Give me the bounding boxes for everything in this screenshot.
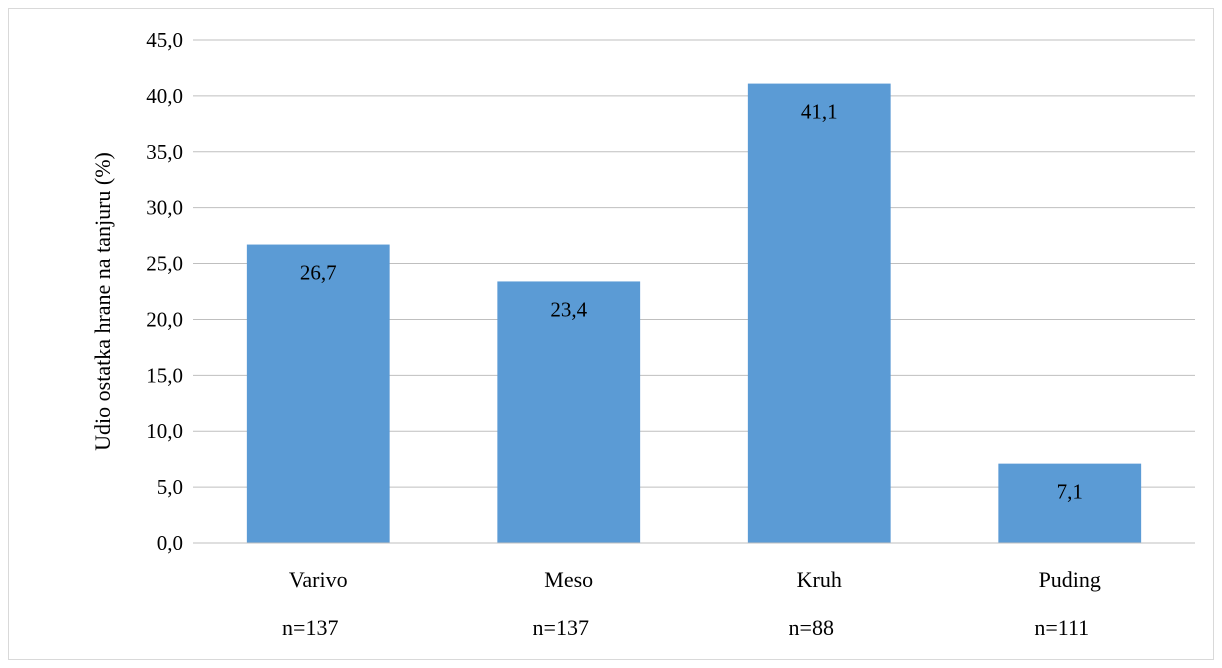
x-axis-categories: Varivo n=137 Meso n=137 Kruh n=88 Puding n=111 bbox=[282, 567, 1101, 640]
y-tick-label: 15,0 bbox=[146, 363, 183, 387]
y-tick-label: 45,0 bbox=[146, 28, 183, 52]
y-tick-label: 10,0 bbox=[146, 419, 183, 443]
category-label: Meso bbox=[544, 567, 593, 592]
y-tick-label: 30,0 bbox=[146, 196, 183, 220]
y-tick-label: 35,0 bbox=[146, 140, 183, 164]
bars bbox=[246, 83, 1142, 544]
y-tick-label: 5,0 bbox=[157, 475, 183, 499]
sample-size-label: n=111 bbox=[1034, 615, 1089, 640]
sample-size-label: n=137 bbox=[282, 615, 338, 640]
category-label: Kruh bbox=[797, 567, 842, 592]
y-axis-title: Udio ostatka hrane na tanjuru (%) bbox=[90, 152, 115, 451]
bar-varivo bbox=[246, 244, 390, 543]
bar-puding bbox=[998, 463, 1142, 543]
sample-size-label: n=88 bbox=[789, 615, 834, 640]
y-tick-label: 0,0 bbox=[157, 531, 183, 555]
data-label: 41,1 bbox=[801, 100, 838, 124]
data-label: 23,4 bbox=[550, 297, 587, 321]
data-label: 26,7 bbox=[300, 261, 337, 285]
data-labels: 26,7 23,4 41,1 7,1 bbox=[300, 100, 1083, 504]
bar-kruh bbox=[747, 83, 891, 544]
y-tick-label: 25,0 bbox=[146, 252, 183, 276]
y-axis-ticks: 0,0 5,0 10,0 15,0 20,0 25,0 30,0 35,0 40,0 45,0 bbox=[146, 28, 183, 555]
sample-size-label: n=137 bbox=[533, 615, 589, 640]
data-label: 7,1 bbox=[1057, 480, 1083, 504]
bar-meso bbox=[497, 281, 641, 543]
y-tick-label: 20,0 bbox=[146, 307, 183, 331]
category-label: Puding bbox=[1039, 567, 1101, 592]
y-tick-label: 40,0 bbox=[146, 84, 183, 108]
category-label: Varivo bbox=[289, 567, 348, 592]
